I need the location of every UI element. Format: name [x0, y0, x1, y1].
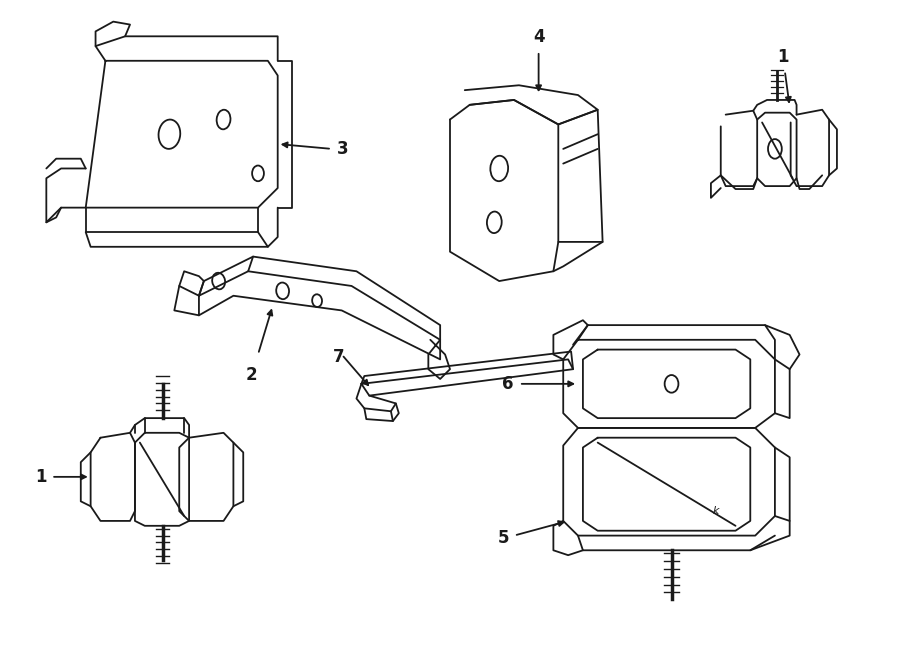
Text: k: k — [713, 506, 719, 516]
Text: 7: 7 — [333, 348, 345, 366]
Text: 2: 2 — [246, 366, 256, 384]
Text: 1: 1 — [35, 468, 46, 486]
Text: 6: 6 — [502, 375, 514, 393]
Text: 3: 3 — [337, 140, 348, 158]
Text: 1: 1 — [777, 48, 788, 65]
Text: 4: 4 — [533, 28, 544, 46]
Text: 5: 5 — [498, 529, 509, 547]
